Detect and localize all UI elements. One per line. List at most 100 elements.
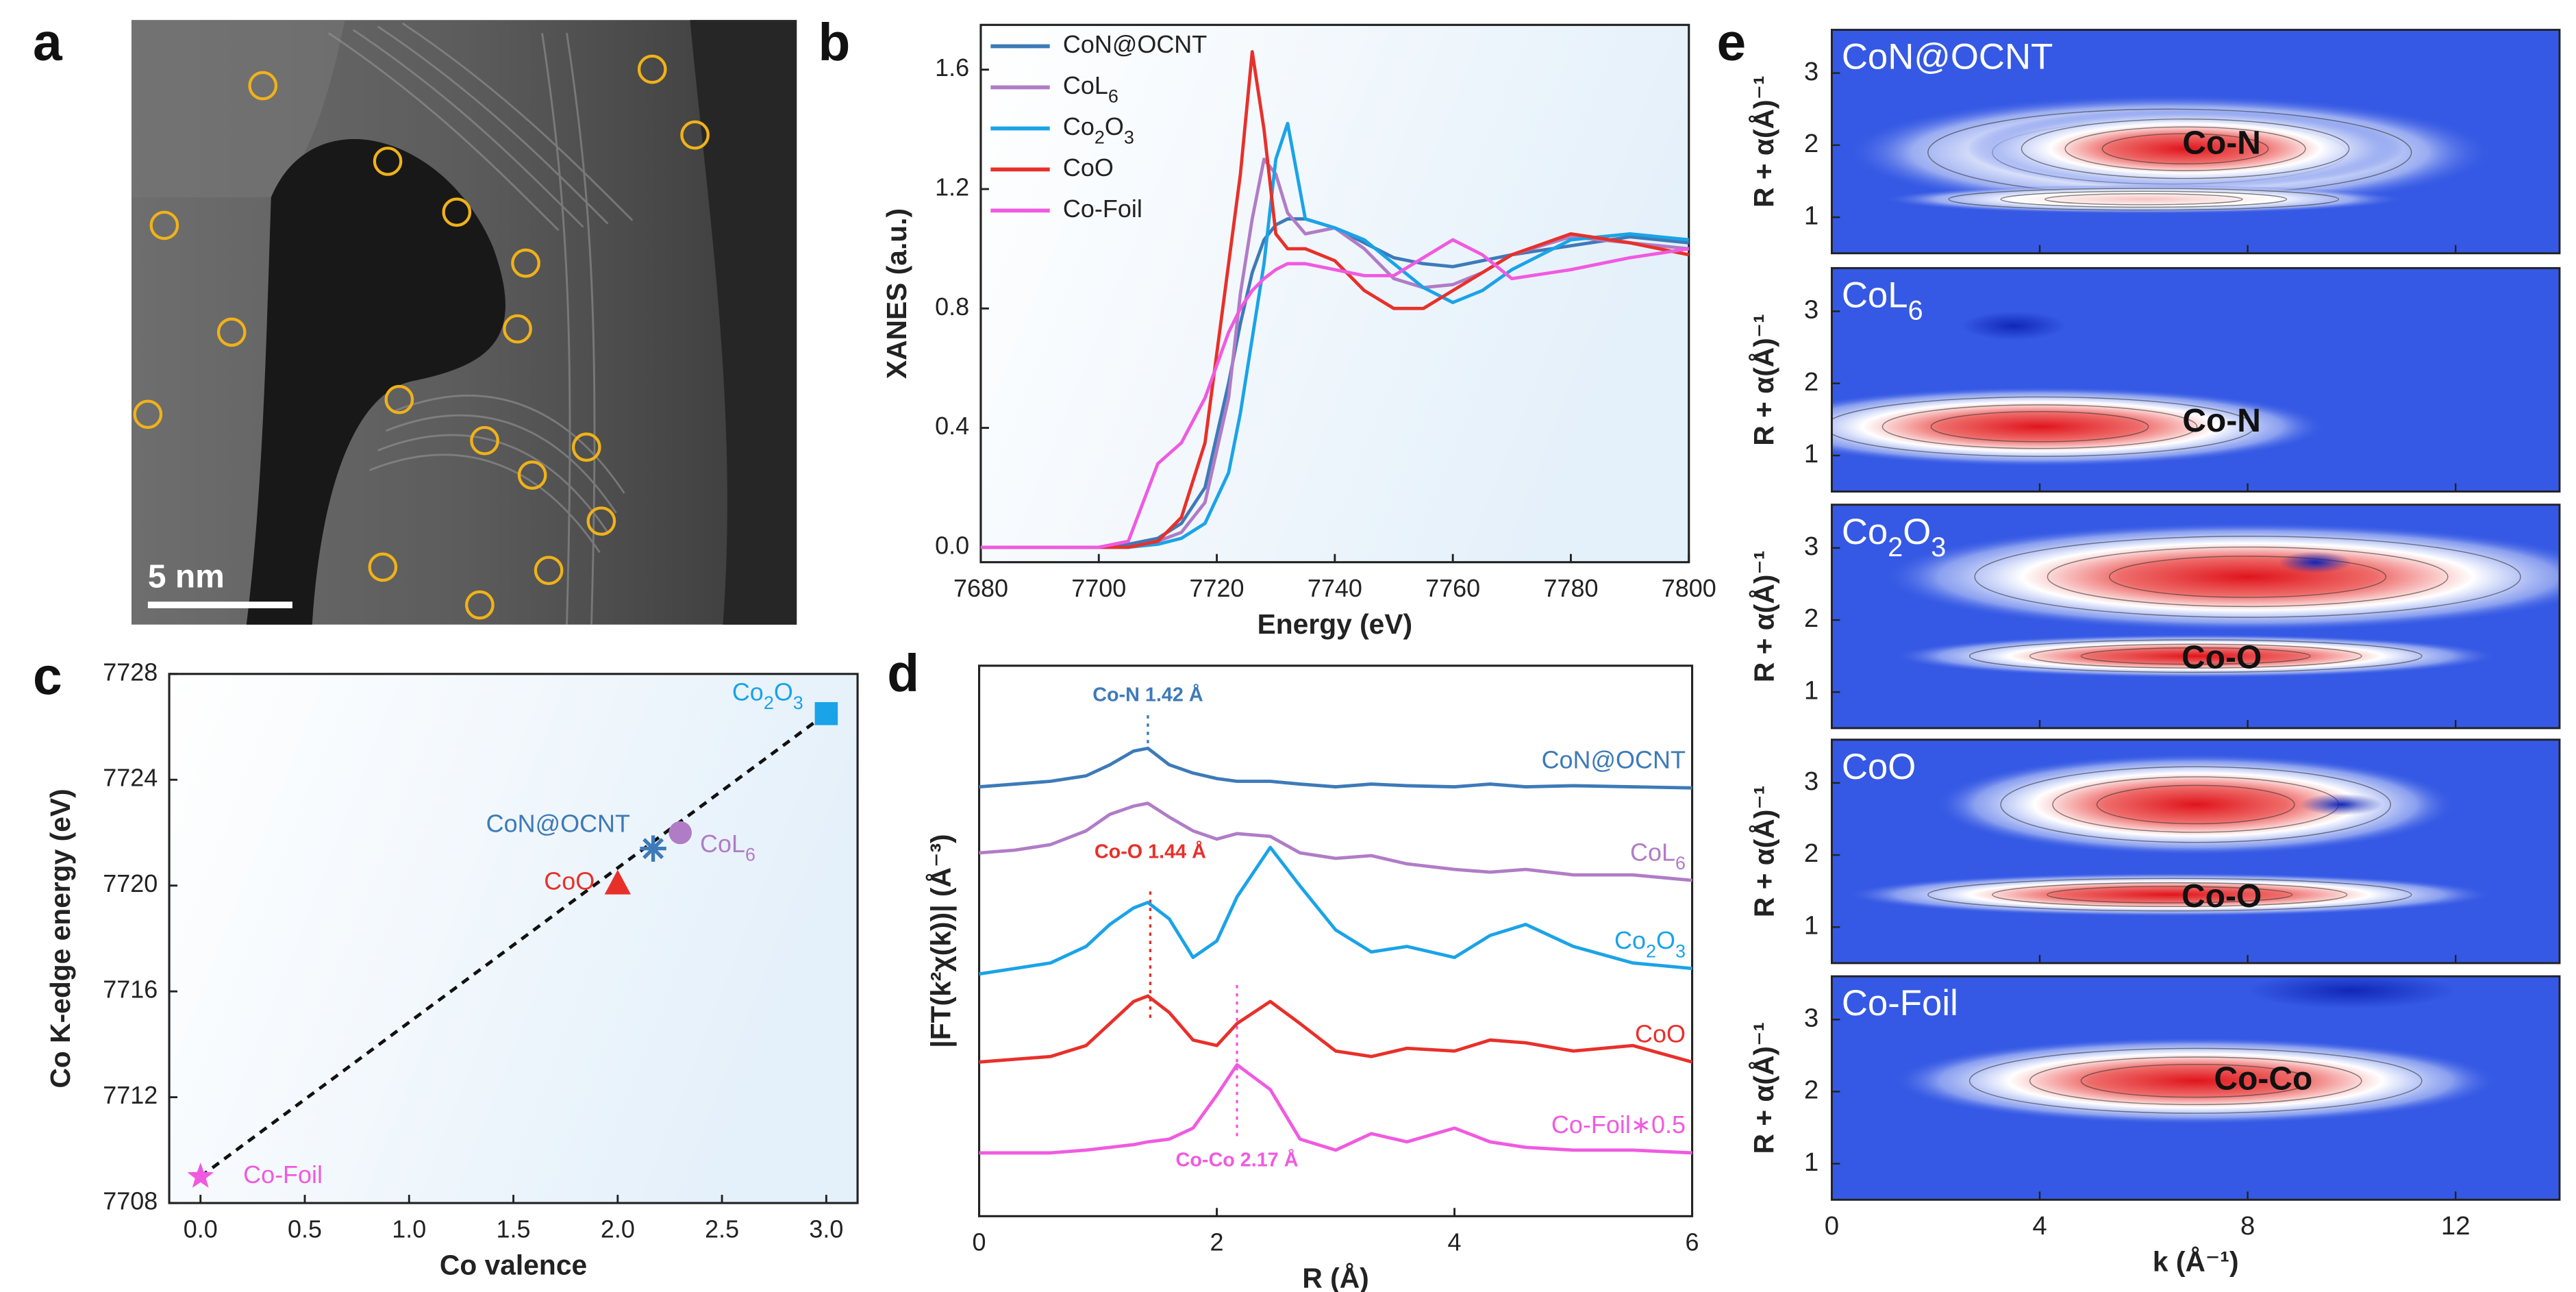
contour-line [1881, 404, 2198, 449]
y-tick-label: 7728 [103, 658, 158, 686]
series-label: CoN@OCNT [1542, 745, 1686, 773]
y-tick-label: 1.6 [935, 53, 969, 82]
x-tick-label: 7720 [1190, 574, 1245, 602]
x-tick-label: 4 [2032, 1211, 2047, 1241]
map-title: Co-Foil [1842, 983, 1958, 1023]
x-tick-label: 0 [1825, 1211, 1839, 1241]
line [979, 845, 1692, 976]
y-tick-label: 1 [1804, 201, 1818, 230]
contour-line [2000, 766, 2392, 843]
point-label: CoN@OCNT [486, 810, 630, 838]
x-axis-label: Co valence [440, 1249, 587, 1280]
y-tick-label: 0.4 [935, 412, 969, 440]
panel-label: c [33, 648, 62, 706]
x-tick-label: 0 [973, 1228, 986, 1256]
series-label: Co-Foil∗0.5 [1551, 1110, 1686, 1139]
x-tick-label: 1.5 [497, 1215, 531, 1243]
x-tick-label: 0.5 [288, 1215, 322, 1243]
contour-line [2047, 546, 2449, 608]
contour-line [2047, 886, 2293, 904]
panel-label: e [1717, 14, 1747, 72]
y-tick-label: 3 [1804, 767, 1818, 796]
y-tick-label: 2 [1804, 604, 1818, 633]
line [980, 50, 1690, 549]
x-axis-label: Energy (eV) [1258, 608, 1413, 640]
panel-label: a [33, 14, 63, 72]
x-tick-label: 2.5 [705, 1215, 739, 1243]
x-tick-label: 7760 [1425, 574, 1480, 602]
line [979, 1063, 1692, 1155]
y-tick-label: 1 [1804, 910, 1818, 940]
x-axis-label: k (Å⁻¹) [2153, 1246, 2239, 1278]
contour-line [1930, 411, 2149, 443]
point [814, 701, 838, 725]
map-frame [1830, 504, 2561, 730]
map-frame [1830, 738, 2561, 965]
y-tick-label: 0.0 [935, 531, 969, 559]
x-axis-label: R (Å) [1302, 1263, 1368, 1292]
y-tick-label: 2 [1804, 129, 1818, 158]
y-tick-label: 1 [1804, 1147, 1818, 1177]
x-tick-label: 4 [1448, 1228, 1462, 1256]
contour-line [1968, 1047, 2423, 1114]
contour-line [2080, 647, 2311, 665]
x-tick-label: 3.0 [809, 1215, 843, 1243]
x-tick-label: 2.0 [601, 1215, 635, 1243]
y-axis-label: R + α(Å)⁻¹ [1748, 550, 1779, 682]
y-tick-label: 1 [1804, 675, 1818, 705]
wavelet-map [1831, 29, 2560, 253]
series-label: CoO [1635, 1019, 1686, 1047]
x-tick-label: 2 [1210, 1228, 1224, 1256]
intensity-region [1894, 1037, 2497, 1124]
point [668, 821, 692, 845]
x-tick-label: 7800 [1662, 574, 1716, 602]
y-axis-label: Co K-edge energy (eV) [45, 788, 76, 1088]
intensity-region [2247, 976, 2456, 1009]
wavelet-map [1831, 504, 2560, 728]
x-tick-label: 12 [2441, 1211, 2471, 1241]
contour-line [2109, 556, 2387, 598]
intensity-region [1884, 184, 2404, 214]
point-label: Co-Foil [243, 1160, 323, 1189]
y-tick-label: 0.8 [935, 293, 969, 321]
y-tick-label: 7708 [103, 1187, 158, 1215]
y-axis-label: R + α(Å)⁻¹ [1748, 314, 1779, 446]
wavelet-map [1831, 976, 2560, 1200]
contour-line [2064, 126, 2306, 171]
map-frame [1830, 266, 2561, 493]
y-axis-label: XANES (a.u.) [881, 208, 912, 379]
series-label: CoL6 [1630, 838, 1686, 873]
bond-label: Co-N [2182, 403, 2261, 439]
contour-line [1831, 396, 2255, 457]
y-tick-label: 7712 [103, 1081, 158, 1109]
y-tick-label: 7720 [103, 869, 158, 897]
bond-label: Co-N [2182, 125, 2261, 162]
line [980, 238, 1690, 549]
y-tick-label: 3 [1804, 1003, 1818, 1032]
intensity-region [1962, 311, 2066, 340]
bond-label: Co-O [2181, 878, 2262, 915]
contour-line [2080, 1063, 2311, 1098]
y-tick-label: 3 [1804, 57, 1818, 86]
contour-line [2029, 1056, 2362, 1106]
scale-bar-label: 5 nm [148, 558, 225, 595]
contour-line [1948, 188, 2340, 211]
point-label: CoO [544, 867, 595, 895]
intensity-region [1847, 873, 2492, 917]
x-tick-label: 6 [1686, 1228, 1699, 1256]
contour-line [2000, 190, 2288, 208]
y-axis-label: R + α(Å)⁻¹ [1748, 785, 1779, 917]
reference-label: Co-Co 2.17 Å [1176, 1149, 1299, 1171]
y-tick-label: 2 [1804, 838, 1818, 868]
contour-line [2096, 784, 2295, 825]
x-tick-label: 7680 [953, 574, 1008, 602]
intensity-region [1966, 109, 2404, 189]
point [187, 1163, 214, 1189]
point [640, 835, 666, 862]
y-tick-label: 3 [1804, 295, 1818, 325]
intensity-region [1894, 634, 2497, 678]
line [979, 746, 1692, 790]
x-tick-label: 7700 [1071, 574, 1126, 602]
